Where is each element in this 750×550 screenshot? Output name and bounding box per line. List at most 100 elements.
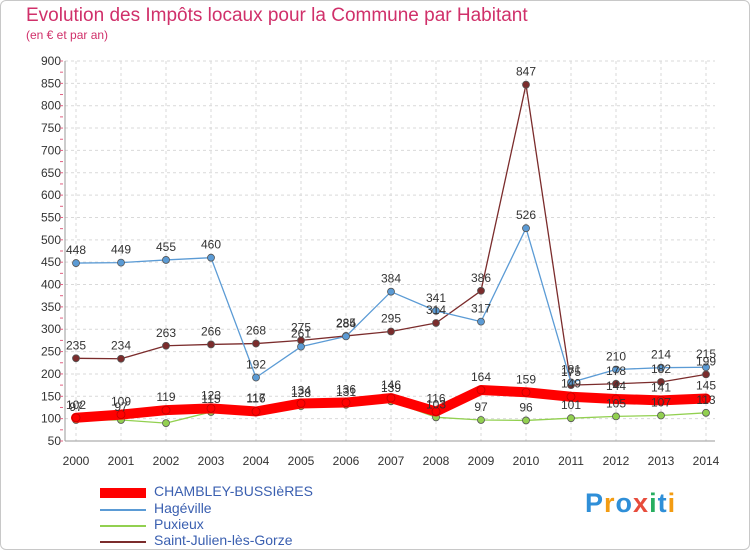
data-label-saint-julien-2003: 266 [201,324,221,338]
data-point-chambley-2014 [701,394,711,403]
data-label-puxieux-2012: 105 [606,396,626,410]
axes: 50 100 150 200 250 300 350 400 450 500 550 600 650 70… [41,54,720,468]
data-point-saint-julien-2013 [657,378,665,386]
y-tick-label-550: 550 [41,210,61,224]
y-tick-label-500: 500 [41,233,61,247]
data-label-hageville-2006: 284 [336,316,356,330]
data-point-chambley-2006 [341,398,351,407]
data-point-chambley-2011 [566,392,576,402]
data-label-chambley-2010: 159 [516,372,536,386]
data-point-saint-julien-2012 [612,379,620,388]
data-label-chambley-2003: 123 [201,388,221,402]
data-point-puxieux-2014 [702,408,710,417]
data-label-hageville-2004: 192 [246,358,266,372]
data-label-puxieux-2008: 103 [426,397,446,411]
data-label-puxieux-2003: 115 [201,392,220,406]
logo-letter: x [633,488,650,518]
data-point-hageville-2007 [387,287,395,296]
data-label-hageville-2008: 341 [426,291,446,305]
y-tick-label-900: 900 [41,54,61,68]
legend-swatch-hageville [100,509,146,511]
x-tick-label-2007: 2007 [378,454,405,468]
data-label-puxieux-2014: 113 [696,393,715,407]
logo-letter: o [615,488,634,518]
legend-swatch-chambley [100,488,146,498]
y-tick-label-150: 150 [41,389,61,403]
data-point-hageville-2002 [162,256,170,264]
data-label-puxieux-2001: 97 [114,400,128,414]
data-point-hageville-2005 [297,342,305,351]
x-tick-label-2009: 2009 [468,454,495,468]
data-label-saint-julien-2007: 295 [381,311,401,325]
legend-swatch-saint-julien [100,541,146,543]
x-tick-label-2000: 2000 [63,454,90,468]
data-point-puxieux-2011 [567,414,575,423]
logo-letter: P [585,488,605,518]
data-point-saint-julien-2004 [252,339,260,348]
data-point-puxieux-2002 [162,419,170,428]
data-label-chambley-2014: 145 [696,379,716,393]
data-label-chambley-2012: 144 [606,379,626,393]
legend-label-chambley: CHAMBLEY-BUSSIèRES [154,483,313,499]
data-label-puxieux-2004: 117 [246,391,265,405]
x-tick-label-2006: 2006 [333,454,360,468]
logo-letter: i [649,488,658,518]
data-point-puxieux-2012 [612,412,620,421]
data-point-hageville-2009 [477,317,485,326]
data-label-chambley-2004: 116 [246,391,265,405]
data-point-hageville-2001 [117,258,125,267]
data-label-saint-julien-2002: 263 [156,326,176,340]
data-label-hageville-2007: 384 [381,272,401,286]
data-point-chambley-2013 [656,395,666,405]
data-point-chambley-2009 [476,385,486,395]
data-label-hageville-2012: 210 [606,349,626,363]
data-label-hageville-2010: 526 [516,208,536,222]
data-point-chambley-2004 [251,407,261,416]
data-point-saint-julien-2003 [207,340,215,349]
x-tick-label-2004: 2004 [243,454,270,468]
y-tick-label-650: 650 [41,166,61,180]
data-point-saint-julien-2010 [522,80,530,89]
x-tick-label-2003: 2003 [198,454,225,468]
data-point-chambley-2008 [431,407,441,416]
y-tick-label-700: 700 [41,143,61,157]
data-label-saint-julien-2008: 314 [426,303,446,317]
data-point-chambley-2005 [296,399,306,408]
y-tick-label-100: 100 [41,412,61,426]
data-point-hageville-2014 [702,363,710,372]
y-tick-label-750: 750 [41,121,61,135]
data-label-saint-julien-2000: 235 [66,338,86,352]
x-tick-label-2012: 2012 [603,454,630,468]
data-label-saint-julien-2006: 285 [336,316,356,330]
y-tick-label-50: 50 [48,434,62,448]
x-tick-label-2002: 2002 [153,454,180,468]
data-point-hageville-2010 [522,224,530,233]
data-label-chambley-2005: 134 [291,383,311,397]
data-label-hageville-2014: 215 [696,347,716,361]
data-label-saint-julien-2010: 847 [516,65,536,79]
data-label-puxieux-2007: 139 [381,381,401,395]
data-label-puxieux-2011: 101 [561,398,581,412]
data-label-hageville-2001: 449 [111,243,131,257]
y-tick-label-600: 600 [41,188,61,202]
data-point-hageville-2006 [342,332,350,341]
data-point-saint-julien-2014 [702,370,710,379]
data-label-puxieux-2005: 128 [291,386,311,400]
x-tick-label-2001: 2001 [108,454,135,468]
data-label-chambley-2000: 102 [66,398,86,412]
data-label-puxieux-2009: 97 [474,400,488,414]
data-point-chambley-2000 [71,413,81,423]
chart-subtitle: (en € et par an) [26,28,109,42]
x-tick-label-2014: 2014 [693,454,720,468]
data-label-chambley-2007: 146 [381,378,401,392]
data-point-chambley-2012 [611,394,621,404]
data-label-saint-julien-2004: 268 [246,324,266,338]
legend-label-puxieux: Puxieux [154,516,204,532]
y-tick-label-800: 800 [41,99,61,113]
data-point-saint-julien-2000 [72,354,80,363]
data-label-hageville-2005: 261 [291,327,311,341]
data-label-saint-julien-2012: 178 [606,364,626,378]
